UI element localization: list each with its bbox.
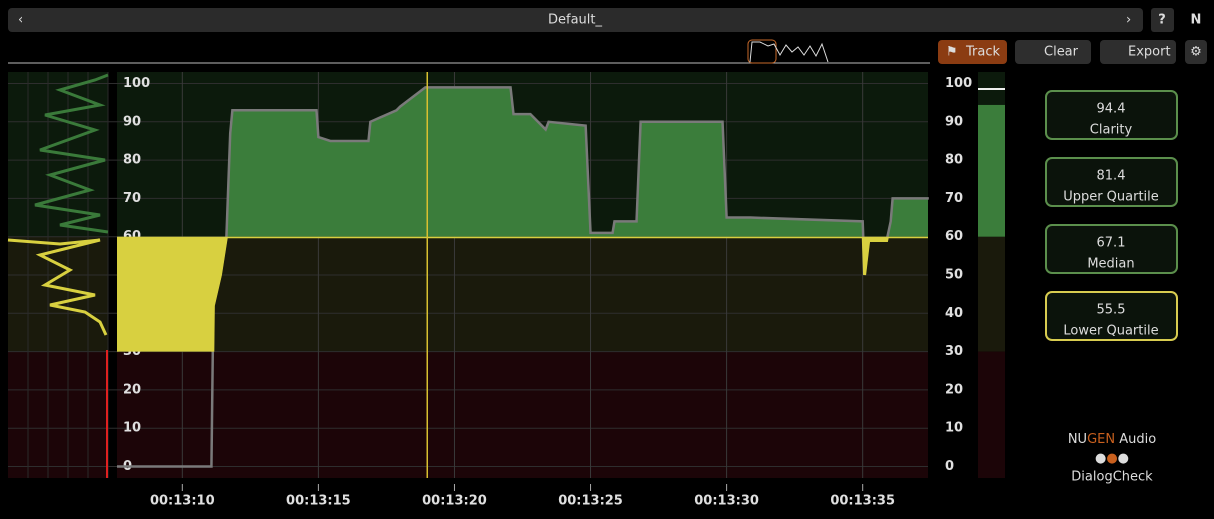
y2-tick-label: 10 xyxy=(945,421,963,436)
brand-maker: NUGEN Audio xyxy=(1068,432,1156,447)
export-label: Export xyxy=(1128,45,1171,60)
readout-label: Lower Quartile xyxy=(1063,324,1158,339)
x-tick-label: 00:13:20 xyxy=(422,494,487,509)
y2-tick-label: 50 xyxy=(945,268,963,283)
prev-preset[interactable]: ‹ xyxy=(18,13,23,28)
clear-button[interactable] xyxy=(1015,40,1091,64)
x-tick-label: 00:13:30 xyxy=(694,494,759,509)
readout-label: Clarity xyxy=(1090,123,1133,138)
help-label: ? xyxy=(1158,13,1166,28)
y2-tick-label: 30 xyxy=(945,344,963,359)
y2-tick-label: 100 xyxy=(945,76,972,91)
x-tick-label: 00:13:35 xyxy=(830,494,895,509)
readout-value: 67.1 xyxy=(1097,236,1126,251)
clarity-line-yellow xyxy=(117,236,928,352)
readout-label: Upper Quartile xyxy=(1063,190,1159,205)
y2-tick-label: 20 xyxy=(945,382,963,397)
zone-red xyxy=(8,351,108,478)
y-tick-label: 90 xyxy=(123,114,141,129)
zone-green xyxy=(8,72,108,237)
help-button[interactable] xyxy=(1151,8,1174,32)
settings-icon: ⚙ xyxy=(1190,45,1202,60)
brand-product: DialogCheck xyxy=(1071,470,1153,485)
x-tick-label: 00:13:15 xyxy=(286,494,351,509)
overview-wave xyxy=(749,41,829,63)
track-icon: ⚑ xyxy=(946,45,958,60)
y-tick-label: 100 xyxy=(123,76,150,91)
readout-box xyxy=(1045,224,1178,274)
zone-red xyxy=(117,351,928,478)
x-tick-label: 00:13:25 xyxy=(558,494,623,509)
readout-value: 94.4 xyxy=(1097,102,1126,117)
readout-box xyxy=(1045,291,1178,341)
y2-tick-label: 80 xyxy=(945,153,963,168)
next-preset[interactable]: › xyxy=(1126,13,1131,28)
plot: 0010102020303040405050606070708080909010… xyxy=(8,72,1178,509)
y-tick-label: 10 xyxy=(123,421,141,436)
zone-yellow xyxy=(978,236,1005,352)
preset-name: Default_ xyxy=(548,13,602,28)
readout-label: Median xyxy=(1087,257,1134,272)
track-button[interactable] xyxy=(938,40,1007,64)
readout-box xyxy=(1045,157,1178,207)
brand-dots: ●●● xyxy=(1095,451,1129,466)
y2-tick-label: 40 xyxy=(945,306,963,321)
clear-label: Clear xyxy=(1044,45,1079,60)
y-tick-label: 70 xyxy=(123,191,141,206)
y-tick-label: 80 xyxy=(123,153,141,168)
x-tick-label: 00:13:10 xyxy=(150,494,215,509)
zone-red xyxy=(978,351,1005,478)
export-button[interactable] xyxy=(1100,40,1176,64)
histogram-yellow xyxy=(7,238,108,336)
clarity-meter xyxy=(978,104,1005,237)
clarity-line xyxy=(117,86,929,468)
histogram-green xyxy=(34,73,109,234)
y-tick-label: 20 xyxy=(123,382,141,397)
settings-button[interactable] xyxy=(1185,40,1207,64)
readout-value: 81.4 xyxy=(1097,169,1126,184)
zone-yellow xyxy=(117,236,928,352)
preset-bar[interactable] xyxy=(8,8,1143,32)
y2-tick-label: 90 xyxy=(945,114,963,129)
overview-window[interactable] xyxy=(747,39,777,64)
y2-tick-label: 60 xyxy=(945,229,963,244)
logo[interactable]: N xyxy=(1191,13,1202,28)
readout-box xyxy=(1045,90,1178,140)
y2-tick-label: 0 xyxy=(945,459,954,474)
track-label: Track xyxy=(965,45,1000,60)
readout-value: 55.5 xyxy=(1097,303,1126,318)
y2-tick-label: 70 xyxy=(945,191,963,206)
